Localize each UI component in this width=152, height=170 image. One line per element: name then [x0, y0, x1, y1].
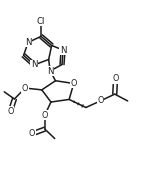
- Text: O: O: [42, 111, 48, 120]
- Text: Cl: Cl: [37, 17, 45, 26]
- Text: N: N: [25, 38, 31, 47]
- Text: N: N: [60, 46, 66, 55]
- Text: N: N: [47, 66, 53, 75]
- Text: O: O: [29, 129, 35, 138]
- Text: N: N: [31, 61, 37, 69]
- Text: O: O: [71, 79, 77, 88]
- Text: O: O: [112, 74, 119, 83]
- Text: O: O: [7, 107, 14, 116]
- Text: O: O: [22, 83, 28, 92]
- Text: O: O: [97, 96, 104, 105]
